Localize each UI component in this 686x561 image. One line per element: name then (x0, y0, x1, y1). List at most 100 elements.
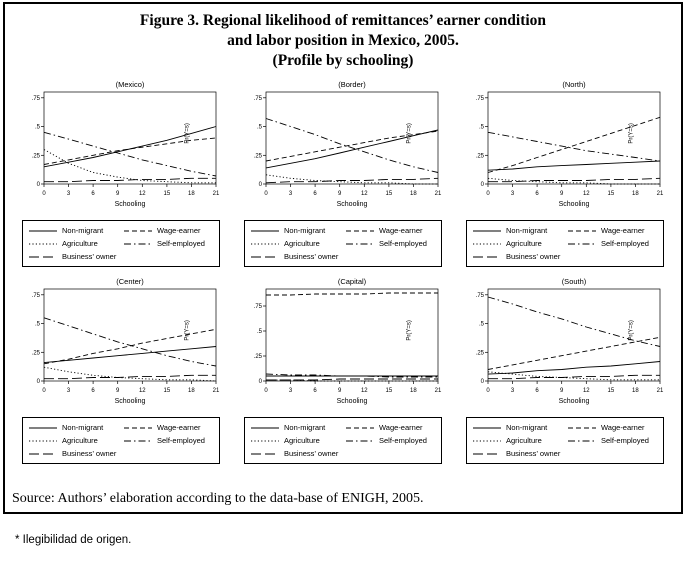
svg-text:.25: .25 (32, 154, 41, 160)
svg-text:9: 9 (338, 388, 342, 394)
svg-text:12: 12 (139, 388, 146, 394)
svg-text:0: 0 (259, 379, 263, 385)
panel-north: (North) 0 .25 .5 .75 0 3 6 9 12 15 18 21 Schooling Pr(… (455, 78, 675, 268)
series-agriculture (487, 178, 660, 185)
dotted-line-sample-icon (473, 440, 501, 442)
legend-label: Self-employed (379, 239, 427, 249)
svg-text:3: 3 (289, 388, 293, 394)
legend-item-agriculture: Agriculture (250, 237, 341, 250)
svg-text:21: 21 (213, 388, 220, 394)
series-business-owner (266, 379, 438, 381)
dotted-line-sample-icon (251, 243, 279, 245)
svg-text:3: 3 (67, 388, 71, 394)
series-agriculture (487, 371, 660, 381)
solid-line-sample-icon (251, 230, 279, 232)
svg-text:12: 12 (583, 191, 590, 197)
chart-north: (North) 0 .25 .5 .75 0 3 6 9 12 15 18 21 Schooling Pr(… (476, 80, 664, 208)
svg-text:9: 9 (338, 191, 342, 197)
svg-text:15: 15 (386, 191, 393, 197)
legend-label: Self-employed (601, 239, 649, 249)
svg-text:.5: .5 (35, 322, 41, 328)
legend-label: Agriculture (62, 436, 98, 446)
axes: 0 .25 .5 .75 0 3 6 9 12 15 18 21 Schooling Pr(Y=s) (32, 293, 220, 405)
legend-item-wage-earner: Wage-earner (345, 224, 436, 237)
svg-text:12: 12 (361, 191, 368, 197)
chart-border: (Border) 0 .25 .5 .75 0 3 6 9 12 15 18 21 Schooling Pr… (254, 80, 442, 208)
figure-title-line3: (Profile by schooling) (272, 51, 414, 69)
dashdot-line-sample-icon (124, 440, 152, 442)
series-non-migrant (43, 126, 217, 168)
figure-title: Figure 3. Regional likelihood of remitta… (5, 11, 681, 70)
legend-label: Agriculture (62, 239, 98, 249)
longdash-line-sample-icon (29, 453, 57, 455)
origin-footnote: * Ilegibilidad de origen. (15, 534, 132, 546)
legend-item-non-migrant: Non-migrant (250, 421, 341, 434)
legend-label: Business’ owner (62, 449, 117, 459)
longdash-line-sample-icon (473, 453, 501, 455)
legend-mexico: Non-migrant Wage-earner Agriculture Self-em… (22, 220, 220, 268)
axes: 0 .25 .5 .75 0 3 6 9 12 15 18 21 Schooling Pr(Y=s) (476, 293, 664, 405)
series-agriculture (266, 380, 438, 382)
panel-south: (South) 0 .25 .5 .75 0 3 6 9 12 15 18 21 Schooling Pr(… (455, 275, 675, 465)
legend-item-self-employed: Self-employed (345, 434, 436, 447)
x-axis-label: Schooling (559, 201, 590, 208)
solid-line-sample-icon (251, 427, 279, 429)
series-wage-earner (266, 293, 438, 296)
legend-item-self-employed: Self-employed (123, 434, 214, 447)
svg-text:6: 6 (91, 388, 95, 394)
y-axis-label: Pr(Y=s) (628, 321, 634, 342)
series-self-employed (487, 297, 661, 348)
legend-label: Self-employed (379, 436, 427, 446)
chart-capital: (Capital) 0 .25 .5 .75 0 3 6 9 12 15 18 21 Schooling P… (254, 277, 442, 405)
svg-text:18: 18 (632, 191, 639, 197)
x-axis-label: Schooling (115, 398, 146, 405)
plot-frame (487, 289, 661, 382)
dashed-line-sample-icon (124, 230, 152, 232)
legend-label: Wage-earner (157, 226, 201, 236)
dashdot-line-sample-icon (124, 243, 152, 245)
source-note: Source: Authors’ elaboration according t… (12, 491, 424, 506)
legend-item-non-migrant: Non-migrant (472, 421, 563, 434)
longdash-line-sample-icon (251, 256, 279, 258)
legend-label: Non-migrant (284, 226, 326, 236)
svg-text:12: 12 (139, 191, 146, 197)
legend-item-non-migrant: Non-migrant (28, 421, 119, 434)
legend-label: Wage-earner (379, 226, 423, 236)
svg-text:0: 0 (481, 182, 485, 188)
svg-text:15: 15 (164, 191, 171, 197)
panel-mexico: (Mexico) 0 .25 .5 .75 0 3 6 9 12 15 18 21 Schooling Pr… (11, 78, 231, 268)
svg-text:.5: .5 (479, 125, 485, 131)
figure-title-line1: Figure 3. Regional likelihood of remitta… (139, 12, 547, 29)
solid-line-sample-icon (29, 230, 57, 232)
legend-label: Self-employed (157, 436, 205, 446)
panel-capital: (Capital) 0 .25 .5 .75 0 3 6 9 12 15 18 21 Schooling P… (233, 275, 453, 465)
svg-text:.75: .75 (476, 293, 485, 299)
legend-label: Business’ owner (62, 252, 117, 262)
svg-text:6: 6 (535, 191, 539, 197)
legend-label: Non-migrant (62, 226, 104, 236)
series-self-employed (265, 118, 439, 174)
longdash-line-sample-icon (473, 256, 501, 258)
legend-border: Non-migrant Wage-earner Agriculture Self-em… (244, 220, 442, 268)
series-non-migrant (265, 130, 439, 169)
legend-item-wage-earner: Wage-earner (567, 224, 658, 237)
plot-frame (43, 92, 217, 185)
legend-item-agriculture: Agriculture (472, 434, 563, 447)
svg-text:.75: .75 (476, 96, 485, 102)
svg-text:.5: .5 (257, 125, 263, 131)
legend-item-non-migrant: Non-migrant (250, 224, 341, 237)
series-self-employed (487, 132, 661, 162)
svg-text:6: 6 (313, 388, 317, 394)
series-non-migrant (43, 346, 217, 364)
legend-item-non-migrant: Non-migrant (472, 224, 563, 237)
legend-item-self-employed: Self-employed (123, 237, 214, 250)
plot-frame (265, 289, 439, 382)
series-lines (265, 293, 438, 382)
legend-south: Non-migrant Wage-earner Agriculture Self-em… (466, 417, 664, 465)
legend-item-non-migrant: Non-migrant (28, 224, 119, 237)
axes: 0 .25 .5 .75 0 3 6 9 12 15 18 21 Schooling Pr(Y=s) (32, 96, 220, 208)
legend-item-agriculture: Agriculture (28, 434, 119, 447)
panel-title: (South) (562, 277, 587, 286)
svg-text:.5: .5 (479, 322, 485, 328)
legend-label: Agriculture (506, 436, 542, 446)
